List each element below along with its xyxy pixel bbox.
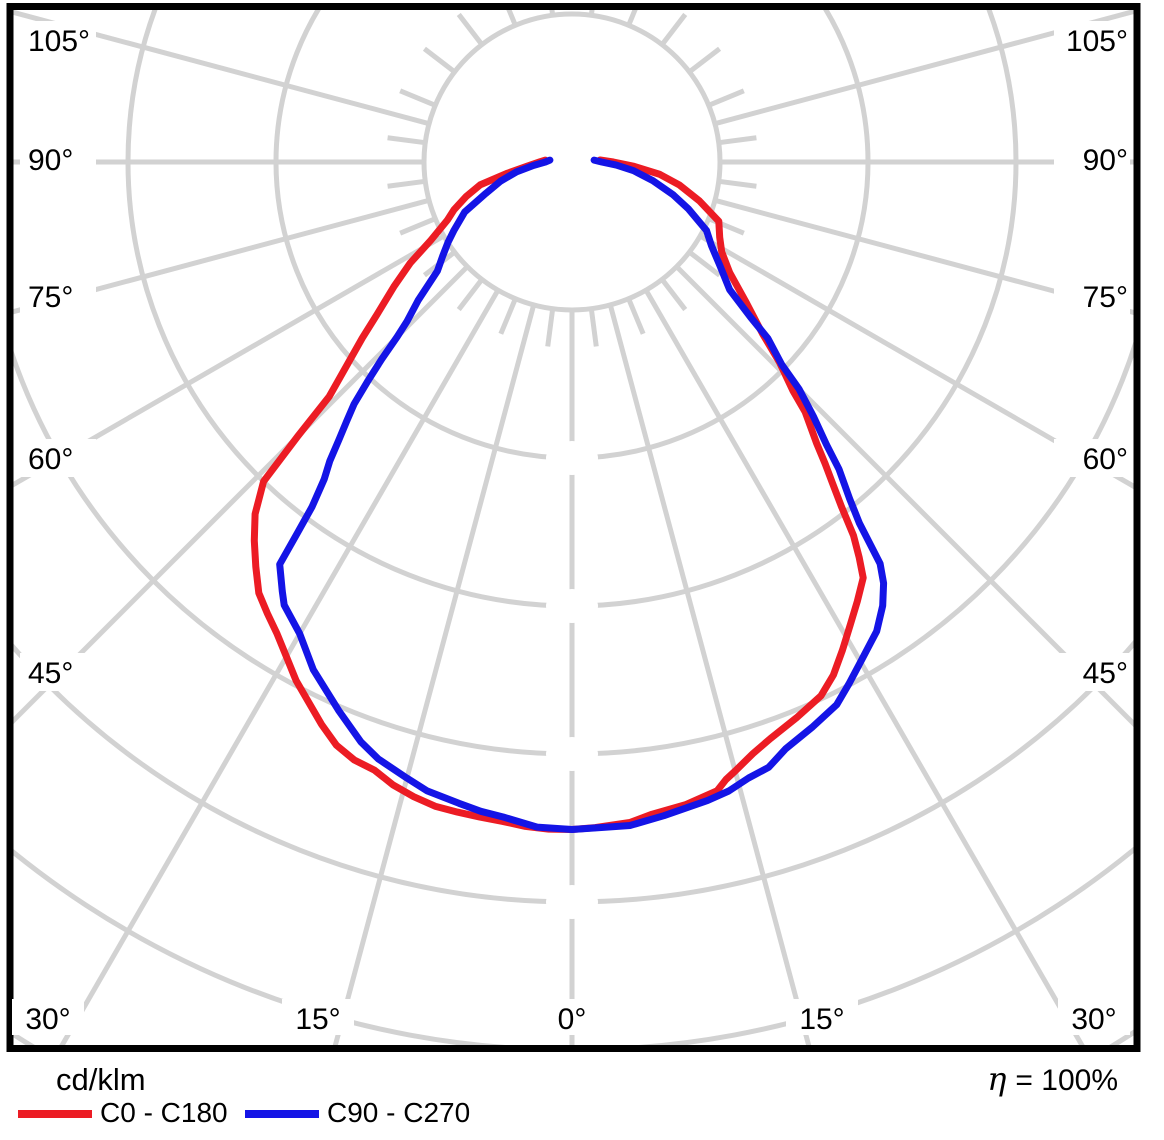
grid-minor-tick [399,216,437,236]
curve-c90-c270 [276,156,888,833]
efficiency-label: η = 100% [987,1060,1118,1098]
grid-spoke [13,233,446,488]
legend-swatch-c0-c180 [18,1110,92,1118]
grid-minor-tick [687,250,722,278]
angle-label: 45° [28,657,73,690]
grid-spoke [59,288,501,1045]
ring-label-knockout [546,737,598,771]
grid-minor-tick [660,277,688,312]
grid-spoke [13,197,430,315]
grid-minor-tick [456,277,484,312]
unit-label: cd/klm [56,1062,146,1097]
grid-minor-tick [660,12,688,47]
grid-ring-circle [421,11,723,313]
eta-symbol: η [987,1060,1007,1098]
grid-minor-tick [626,297,646,335]
grid-ring-circle [13,341,1134,757]
angle-label: 60° [1083,443,1128,476]
angle-label: 105° [28,25,90,58]
angle-label: 90° [28,144,73,177]
angle-label: 15° [295,1003,340,1036]
legend-swatch-c90-c270 [245,1110,319,1118]
angle-label: 75° [28,281,73,314]
grid-minor-tick [422,46,457,74]
grid-spoke [643,288,1085,1045]
ring-label-knockout [546,885,598,919]
angle-labels: 105° 90° 75° 60° 45° 105° 90° 75° 60° 45° 30° 15° 0°… [12,21,1130,1036]
grid-minor-tick [456,12,484,47]
grid-spoke [714,197,1134,316]
curve-c0-c180 [250,156,867,833]
legend-label-c0-c180: C0 - C180 [100,1097,228,1128]
grid-minor-tick [718,135,757,146]
grid-minor-tick [399,88,437,108]
grid-spoke [714,10,1134,127]
angle-label: 30° [25,1003,70,1036]
angle-label: 105° [1066,25,1128,58]
grid-minor-tick [687,46,722,74]
grid-minor-tick [707,88,745,108]
grid-spoke [607,304,812,1045]
ring-label-knockout [546,589,598,623]
grid-minor-tick [718,178,757,189]
grid-minor-tick [498,297,518,335]
angle-label: 60° [28,443,73,476]
grid-spoke [698,233,1134,490]
grid-spoke [674,264,1134,728]
angle-label: 75° [1083,281,1128,314]
angle-label: 90° [1083,144,1128,177]
grid-minor-tick [588,308,599,347]
angle-label: 0° [558,1003,587,1036]
grid-spoke [13,10,430,127]
legend-label-c90-c270: C90 - C270 [327,1097,471,1128]
eta-value: = 100% [1015,1064,1118,1097]
grid-minor-tick [506,10,518,27]
angle-label: 15° [799,1003,844,1036]
grid-minor-tick [387,178,426,189]
grid-minor-tick [545,308,556,347]
angle-label: 30° [1071,1003,1116,1036]
grid-spoke [332,304,537,1045]
grid-minor-tick [387,135,426,146]
ring-label-knockout [546,441,598,475]
plot-frame [6,3,1141,1052]
angle-label: 45° [1083,657,1128,690]
grid-minor-tick [626,10,638,27]
